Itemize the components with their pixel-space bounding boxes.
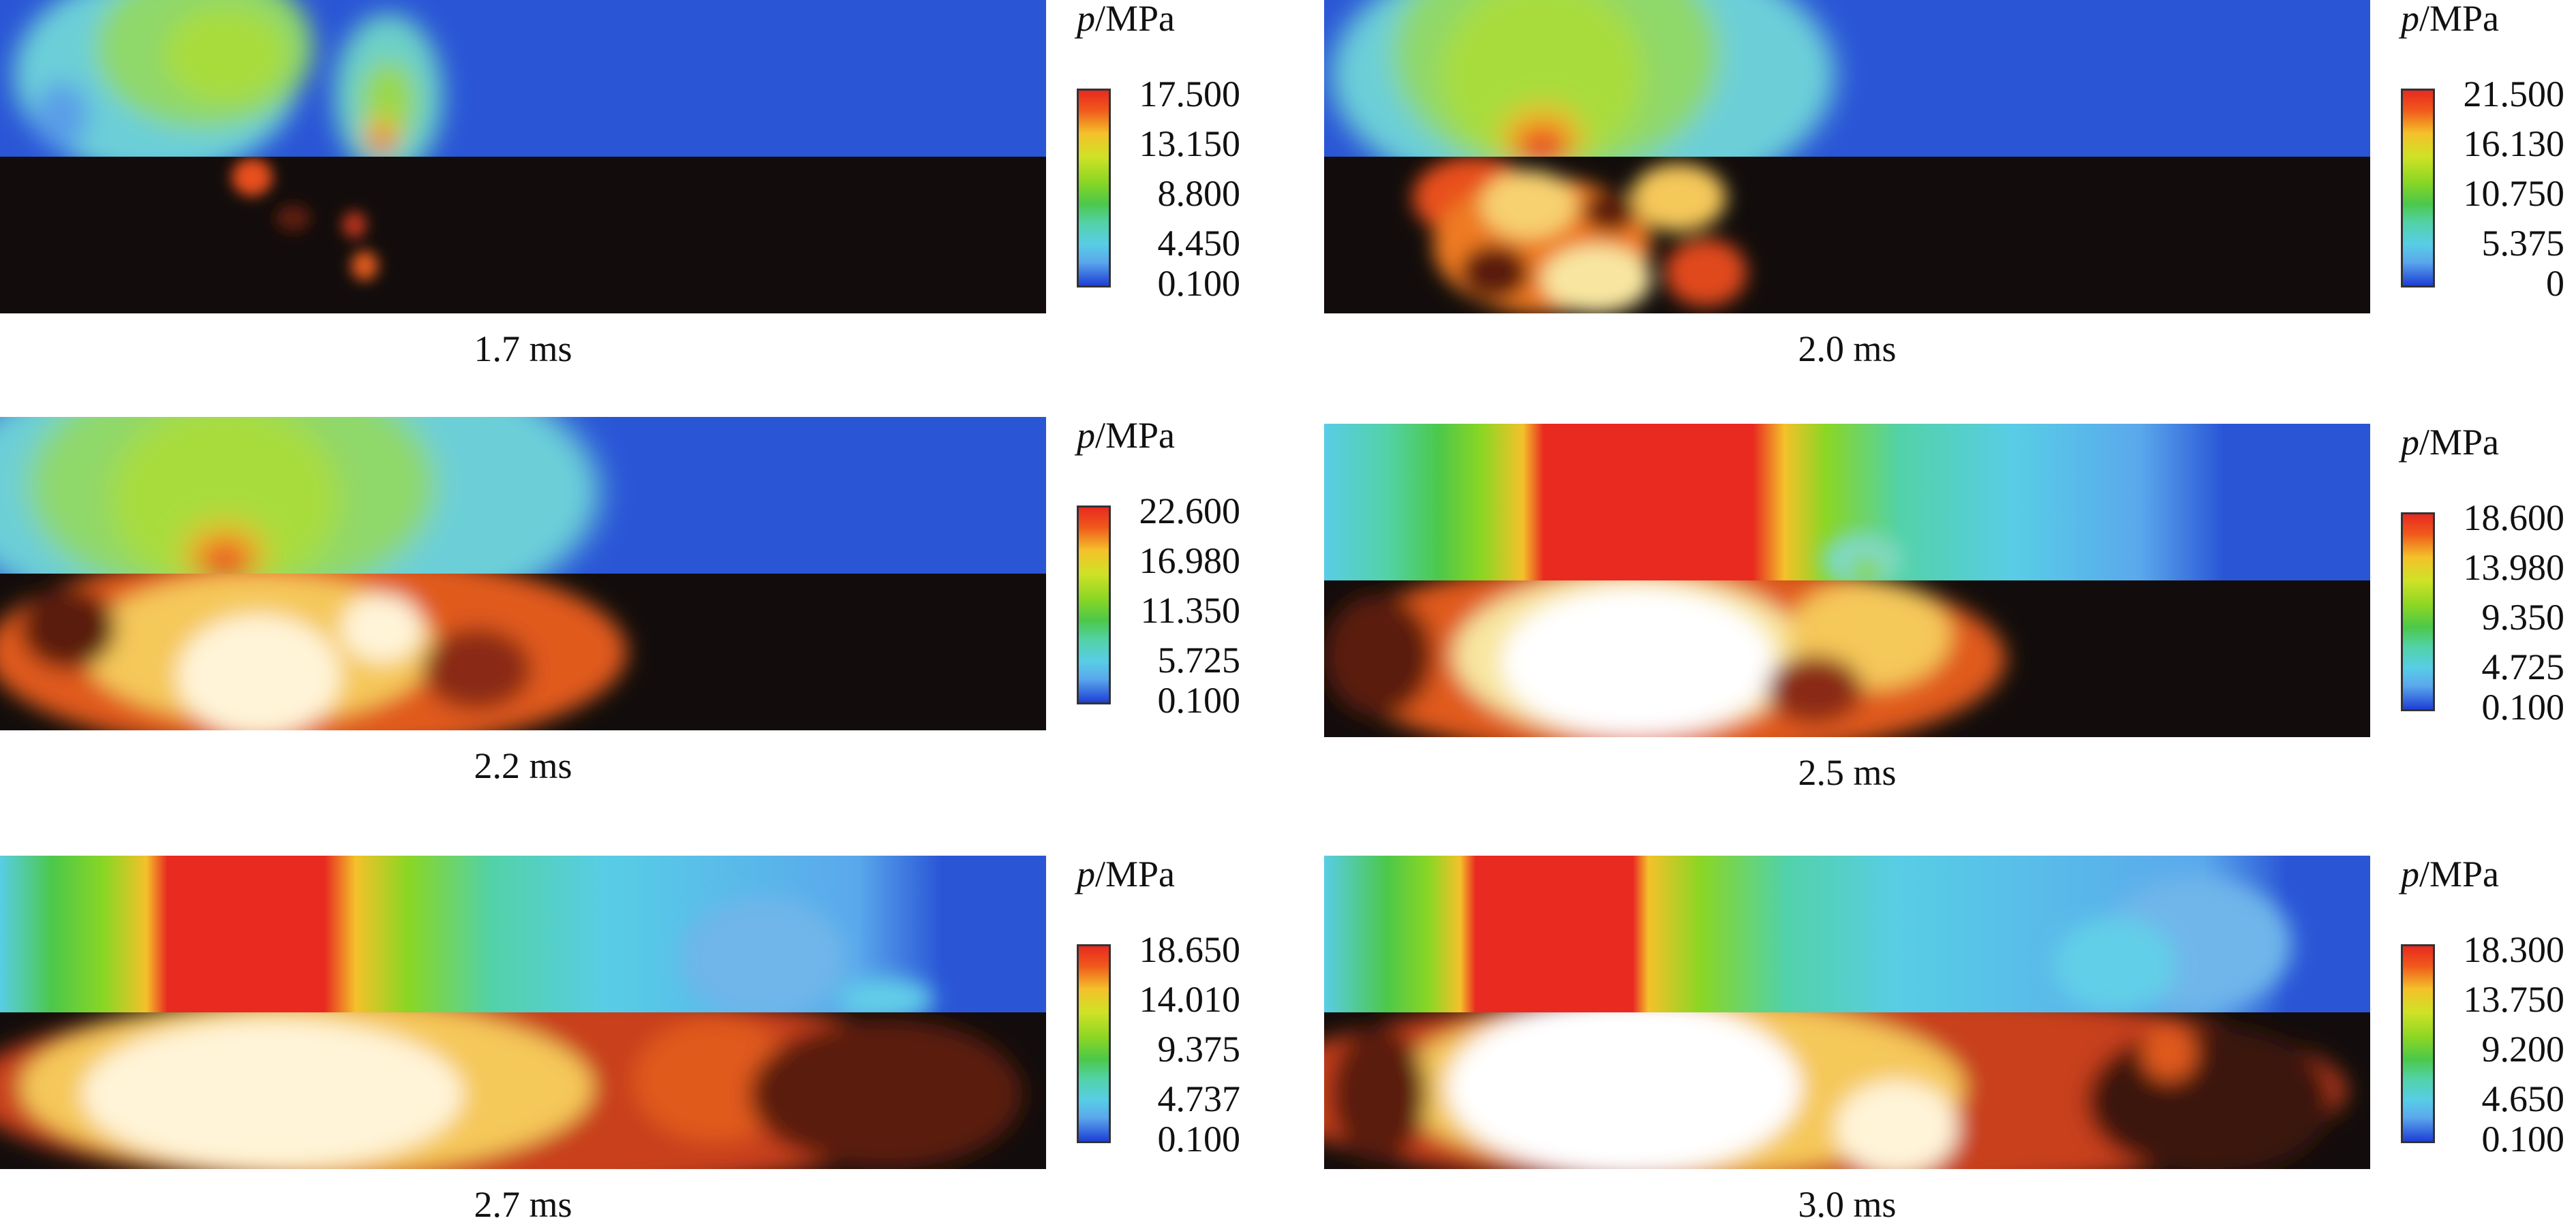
time-caption: 2.7 ms	[474, 1184, 572, 1225]
flame-photo	[1324, 1012, 2370, 1169]
time-caption: 2.5 ms	[1798, 752, 1897, 793]
legend-tick: 0	[2546, 263, 2564, 304]
legend-tick: 14.010	[1139, 979, 1241, 1020]
flame-photo	[0, 1012, 1046, 1169]
legend-tick: 4.737	[1157, 1078, 1241, 1119]
legend-tick: 16.980	[1139, 540, 1241, 581]
pressure-legend: p/MPa 18.650 14.010 9.375 4.737 0.100	[1077, 854, 1241, 1169]
legend-tick: 0.100	[1157, 680, 1241, 721]
legend-tick: 5.375	[2481, 223, 2565, 264]
legend-title: p/MPa	[2401, 0, 2500, 39]
legend-tick: 18.650	[1139, 929, 1241, 970]
legend-tick: 13.150	[1139, 123, 1241, 164]
pressure-contour	[1324, 856, 2370, 1012]
legend-title: p/MPa	[2401, 854, 2500, 894]
flame-photo	[0, 574, 1046, 730]
legend-tick: 13.750	[2463, 979, 2565, 1020]
legend-tick: 22.600	[1139, 491, 1241, 531]
legend-tick: 18.600	[2463, 497, 2565, 538]
time-caption: 2.0 ms	[1798, 328, 1897, 369]
legend-tick: 0.100	[1157, 263, 1241, 304]
colorbar	[2401, 89, 2435, 287]
pressure-legend: p/MPa 22.600 16.980 11.350 5.725 0.100	[1077, 415, 1241, 730]
colorbar	[1077, 89, 1111, 287]
legend-tick: 9.200	[2481, 1029, 2565, 1070]
pressure-legend: p/MPa 17.500 13.150 8.800 4.450 0.100	[1077, 0, 1240, 313]
legend-tick: 0.100	[2481, 687, 2565, 728]
legend-tick: 21.500	[2463, 74, 2565, 114]
pressure-legend: p/MPa 18.600 13.980 9.350 4.725 0.100	[2401, 422, 2565, 737]
legend-title: p/MPa	[1077, 415, 1176, 456]
legend-tick: 9.350	[2481, 597, 2565, 638]
colorbar	[1077, 505, 1111, 704]
legend-tick: 18.300	[2463, 929, 2565, 970]
pressure-contour	[1324, 0, 2370, 157]
colorbar	[2401, 512, 2435, 711]
time-caption: 1.7 ms	[474, 328, 572, 369]
flame-photo	[1324, 157, 2370, 313]
legend-tick: 16.130	[2463, 123, 2565, 164]
colorbar	[2401, 944, 2435, 1143]
pressure-contour	[1324, 424, 2370, 580]
pressure-contour	[0, 0, 1046, 157]
legend-tick: 9.375	[1157, 1029, 1241, 1070]
legend-tick: 4.725	[2481, 647, 2565, 687]
pressure-contour	[0, 417, 1046, 574]
pressure-legend: p/MPa 21.500 16.130 10.750 5.375 0	[2401, 0, 2564, 313]
time-caption: 2.2 ms	[474, 745, 572, 786]
legend-tick: 8.800	[1157, 173, 1241, 214]
legend-tick: 11.350	[1140, 590, 1241, 631]
legend-tick: 10.750	[2463, 173, 2565, 214]
legend-tick: 0.100	[2481, 1119, 2565, 1160]
legend-tick: 4.650	[2481, 1078, 2565, 1119]
legend-title: p/MPa	[1077, 0, 1176, 39]
legend-tick: 5.725	[1157, 640, 1241, 681]
time-caption: 3.0 ms	[1798, 1184, 1897, 1225]
pressure-legend: p/MPa 18.300 13.750 9.200 4.650 0.100	[2401, 854, 2565, 1169]
legend-tick: 4.450	[1157, 223, 1241, 264]
legend-title: p/MPa	[1077, 854, 1176, 894]
legend-tick: 13.980	[2463, 547, 2565, 588]
legend-tick: 17.500	[1139, 74, 1241, 114]
legend-title: p/MPa	[2401, 422, 2500, 463]
flame-photo	[1324, 580, 2370, 737]
legend-tick: 0.100	[1157, 1119, 1241, 1160]
flame-photo	[0, 157, 1046, 313]
colorbar	[1077, 944, 1111, 1143]
pressure-contour	[0, 856, 1046, 1012]
